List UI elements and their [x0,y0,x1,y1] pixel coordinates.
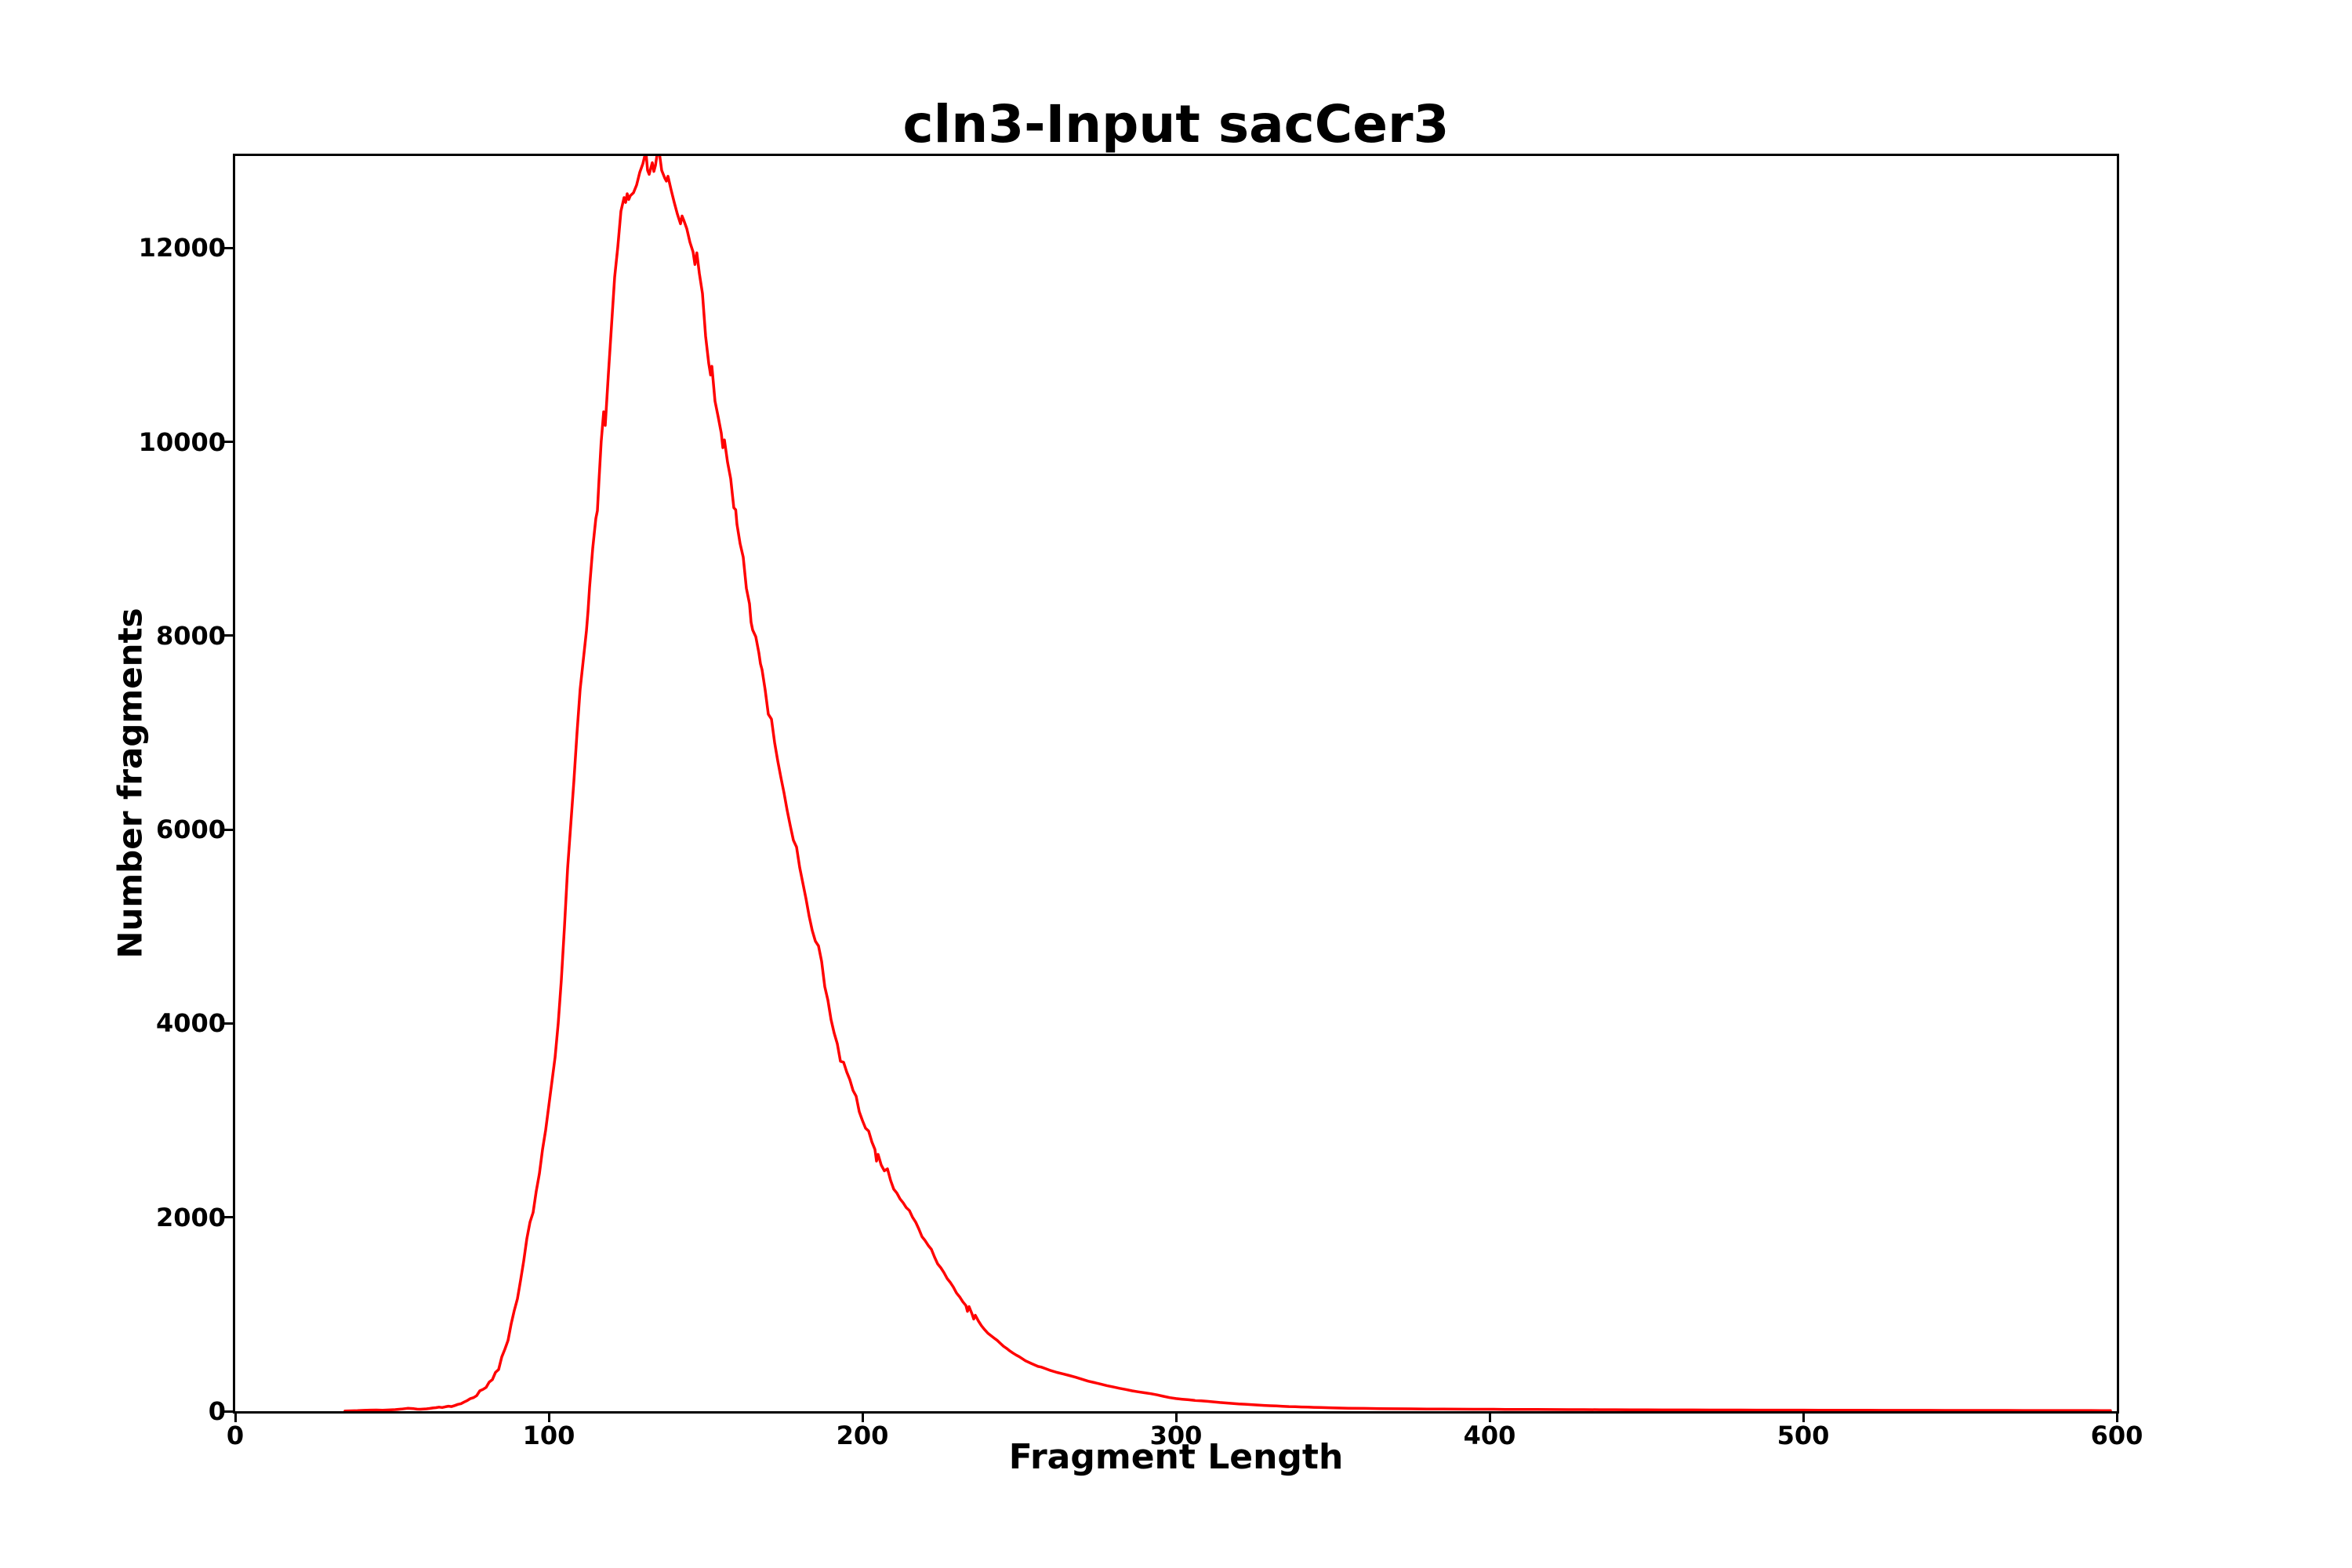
x-tick-mark [1802,1411,1805,1422]
y-tick-mark [224,1216,235,1219]
y-tick-mark [224,828,235,831]
y-tick-label: 12000 [138,233,226,263]
y-tick-mark [224,1410,235,1413]
x-tick-label: 200 [836,1421,889,1450]
y-tick-label: 2000 [155,1202,226,1232]
chart-title: cln3-Input sacCer3 [902,94,1450,154]
x-tick-label: 400 [1463,1421,1516,1450]
x-tick-mark [1488,1411,1491,1422]
x-tick-mark [234,1411,237,1422]
x-tick-mark [861,1411,864,1422]
y-tick-mark [224,441,235,444]
y-tick-mark [224,246,235,249]
x-tick-mark [547,1411,550,1422]
x-tick-label: 300 [1149,1421,1203,1450]
curve-svg [343,156,2112,1411]
plot-area [233,154,2119,1414]
y-tick-label: 8000 [155,620,226,651]
x-tick-label: 100 [522,1421,575,1450]
x-tick-label: 0 [226,1421,245,1450]
y-tick-label: 0 [208,1396,226,1426]
y-axis-label: Number fragments [111,608,150,959]
y-tick-mark [224,1022,235,1025]
y-tick-mark [224,634,235,637]
y-tick-label: 4000 [155,1008,226,1039]
y-tick-label: 10000 [138,426,226,457]
x-tick-mark [1174,1411,1178,1422]
fragment-distribution-line [343,156,2112,1411]
x-axis-label: Fragment Length [1008,1437,1344,1477]
x-tick-mark [2115,1411,2118,1422]
x-tick-label: 500 [1777,1421,1830,1450]
x-tick-label: 600 [2090,1421,2143,1450]
y-tick-label: 6000 [155,815,226,845]
